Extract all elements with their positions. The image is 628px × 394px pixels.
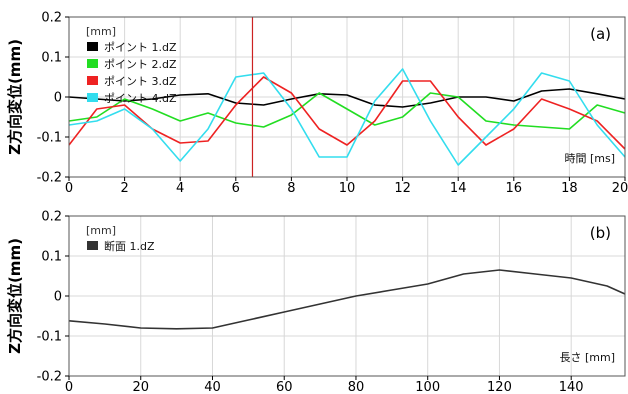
legend-swatch — [87, 42, 98, 51]
y-axis-title: Z方向変位(mm) — [6, 39, 24, 155]
legend-swatch — [87, 59, 98, 68]
x-tick-label: 10 — [339, 181, 356, 196]
legend-swatch — [87, 76, 98, 85]
series-line-1 — [68, 269, 626, 330]
x-tick-label: 16 — [506, 181, 523, 196]
y-tick-label: -0.1 — [37, 131, 62, 146]
legend-entry[interactable]: ポイント 1.dZ — [104, 41, 177, 54]
x-tick-label: 120 — [487, 380, 512, 394]
x-axis-title: 長さ [mm] — [559, 351, 615, 364]
x-tick-label: 18 — [561, 181, 578, 196]
x-tick-label: 60 — [276, 380, 293, 394]
series-line-1 — [68, 88, 626, 108]
x-tick-label: 20 — [612, 181, 628, 196]
y-tick-label: 0.1 — [41, 250, 62, 265]
y-tick-label: 0 — [54, 91, 62, 106]
y-axis-title: Z方向変位(mm) — [6, 238, 24, 354]
x-tick-label: 40 — [204, 380, 221, 394]
legend-swatch — [87, 93, 98, 102]
y-tick-label: -0.1 — [37, 330, 62, 345]
legend-entry[interactable]: 断面 1.dZ — [104, 239, 155, 253]
y-tick-label: -0.2 — [37, 171, 62, 186]
x-tick-label: 80 — [348, 380, 365, 394]
unit-label: [mm] — [86, 224, 116, 237]
legend-entry[interactable]: ポイント 3.dZ — [104, 75, 177, 88]
x-tick-label: 20 — [132, 380, 149, 394]
x-tick-label: 14 — [450, 181, 467, 196]
x-tick-label: 8 — [287, 181, 295, 196]
series-line-2 — [68, 92, 626, 130]
x-tick-label: 100 — [415, 380, 440, 394]
x-tick-label: 2 — [120, 181, 128, 196]
legend-entry[interactable]: ポイント 4.dZ — [104, 92, 177, 105]
y-tick-label: 0.1 — [41, 51, 62, 66]
x-tick-label: 0 — [65, 181, 73, 196]
x-tick-label: 0 — [65, 380, 73, 394]
x-tick-label: 140 — [559, 380, 584, 394]
y-tick-label: 0 — [54, 290, 62, 305]
series-line-3 — [68, 76, 626, 150]
panel-label: (b) — [590, 224, 611, 242]
series-line-4 — [68, 68, 626, 166]
x-tick-label: 6 — [232, 181, 240, 196]
y-tick-label: 0.2 — [41, 210, 62, 225]
x-tick-label: 12 — [394, 181, 411, 196]
x-tick-label: 4 — [176, 181, 184, 196]
unit-label: [mm] — [86, 25, 116, 38]
chart-panel-a: 0 2 4 6 8 10 12 14 16 18 20 0.2 0.1 0 -0.1 -0.2 Z方向変位(mm… — [6, 11, 628, 197]
legend-entry[interactable]: ポイント 2.dZ — [104, 58, 177, 71]
chart-panel-b: 0 20 40 60 80 100 120 140 0.2 0.1 0 -0.1 -0.2 Z方向変位(m… — [6, 210, 626, 394]
x-axis-title: 時間 [ms] — [564, 152, 615, 165]
panel-label: (a) — [590, 25, 611, 43]
y-tick-label: -0.2 — [37, 370, 62, 385]
y-tick-label: 0.2 — [41, 11, 62, 26]
legend-swatch — [87, 241, 98, 250]
